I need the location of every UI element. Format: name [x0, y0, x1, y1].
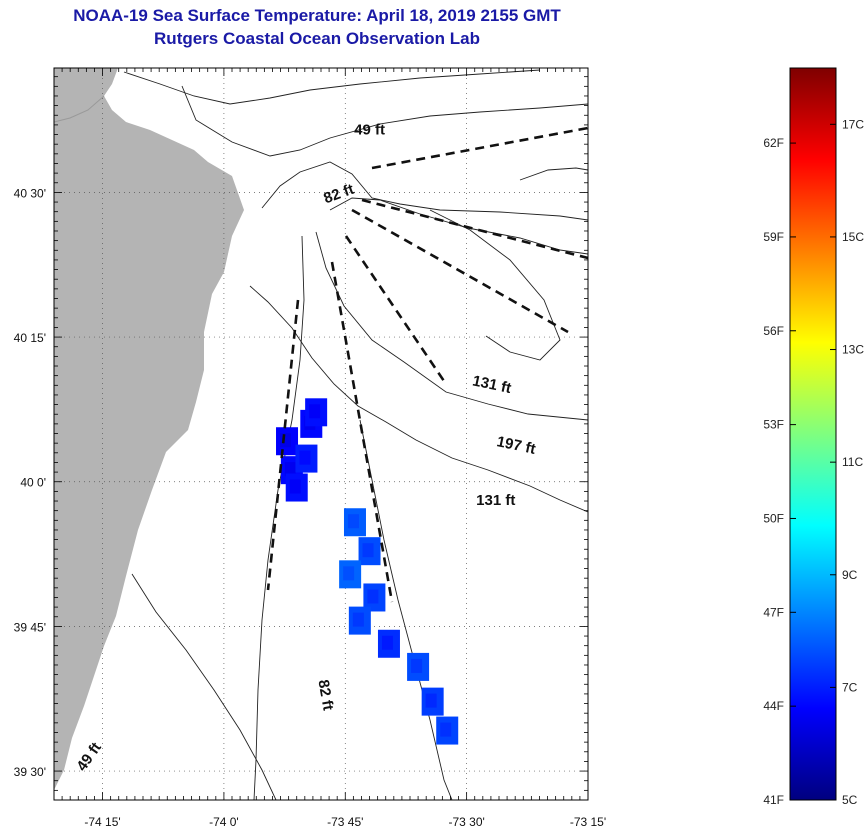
sst-cell-shade: [343, 566, 355, 581]
colorbar-c-label: 17C: [842, 117, 864, 131]
colorbar-f-label: 59F: [763, 230, 784, 244]
colorbar-f-label: 47F: [763, 605, 784, 619]
y-tick-label: 39 45': [14, 620, 46, 634]
sst-cell-shade: [411, 658, 423, 673]
transect-lines: [266, 126, 588, 603]
map-ticks: [53, 68, 589, 801]
colorbar-c-label: 7C: [842, 680, 858, 694]
colorbar-f-label: 53F: [763, 418, 784, 432]
y-tick-label: 39 30': [14, 765, 46, 779]
y-tick-label: 40 15': [14, 331, 46, 345]
sst-cell-shade: [367, 589, 379, 604]
x-tick-label: -74 15': [84, 815, 120, 829]
colorbar-c-label: 9C: [842, 568, 858, 582]
colorbar-f-label: 62F: [763, 136, 784, 150]
x-tick-label: -74 0': [209, 815, 239, 829]
sst-cell-shade: [352, 612, 364, 627]
sst-cell-shade: [347, 514, 359, 529]
colorbar-c-label: 11C: [842, 455, 863, 469]
map-subtitle: Rutgers Coastal Ocean Observation Lab: [154, 29, 480, 48]
sst-cell-shade: [280, 433, 292, 448]
colorbar-f-label: 41F: [763, 793, 784, 807]
sst-cell-shade: [284, 462, 296, 477]
land-mass: [54, 68, 244, 790]
colorbar-frame: [789, 67, 837, 801]
map-grid: [54, 68, 588, 800]
bathymetry-contours: [123, 69, 588, 800]
colorbar-f-label: 50F: [763, 511, 784, 525]
map-title: NOAA-19 Sea Surface Temperature: April 1…: [73, 6, 561, 25]
colorbar-ticks: 5C 7C 9C 11C 13C 15C 17C 41F 44F 47F 50F 53F 56F 59F 6…: [763, 117, 864, 807]
sst-cell-shade: [309, 404, 321, 419]
x-tick-label: -73 15': [570, 815, 606, 829]
depth-label: 131 ft: [476, 492, 515, 509]
colorbar-c-label: 13C: [842, 343, 864, 357]
sst-cell-shade: [381, 635, 393, 650]
x-tick-label: -73 30': [448, 815, 484, 829]
colorbar-c-label: 15C: [842, 230, 864, 244]
colorbar-f-label: 56F: [763, 324, 784, 338]
depth-label: 82 ft: [314, 678, 336, 711]
y-tick-label: 40 0': [20, 476, 46, 490]
sst-cell-shade: [299, 450, 311, 465]
map-tick-labels: -74 15' -74 0' -73 45' -73 30' -73 15' 40 30'…: [14, 186, 606, 829]
x-tick-label: -73 45': [327, 815, 363, 829]
sst-cell-shade: [362, 543, 374, 558]
sst-cell-shade: [425, 693, 437, 708]
sst-pixels: [276, 398, 459, 745]
y-tick-label: 40 30': [14, 186, 46, 200]
colorbar-c-label: 5C: [842, 793, 858, 807]
sst-cell-shade: [289, 479, 301, 494]
colorbar-gradient: [790, 68, 836, 800]
sst-cell-shade: [440, 722, 452, 737]
colorbar: 5C 7C 9C 11C 13C 15C 17C 41F 44F 47F 50F 53F 56F 59F 6…: [763, 67, 864, 807]
colorbar-f-label: 44F: [763, 699, 784, 713]
depth-label: 49 ft: [354, 122, 385, 139]
